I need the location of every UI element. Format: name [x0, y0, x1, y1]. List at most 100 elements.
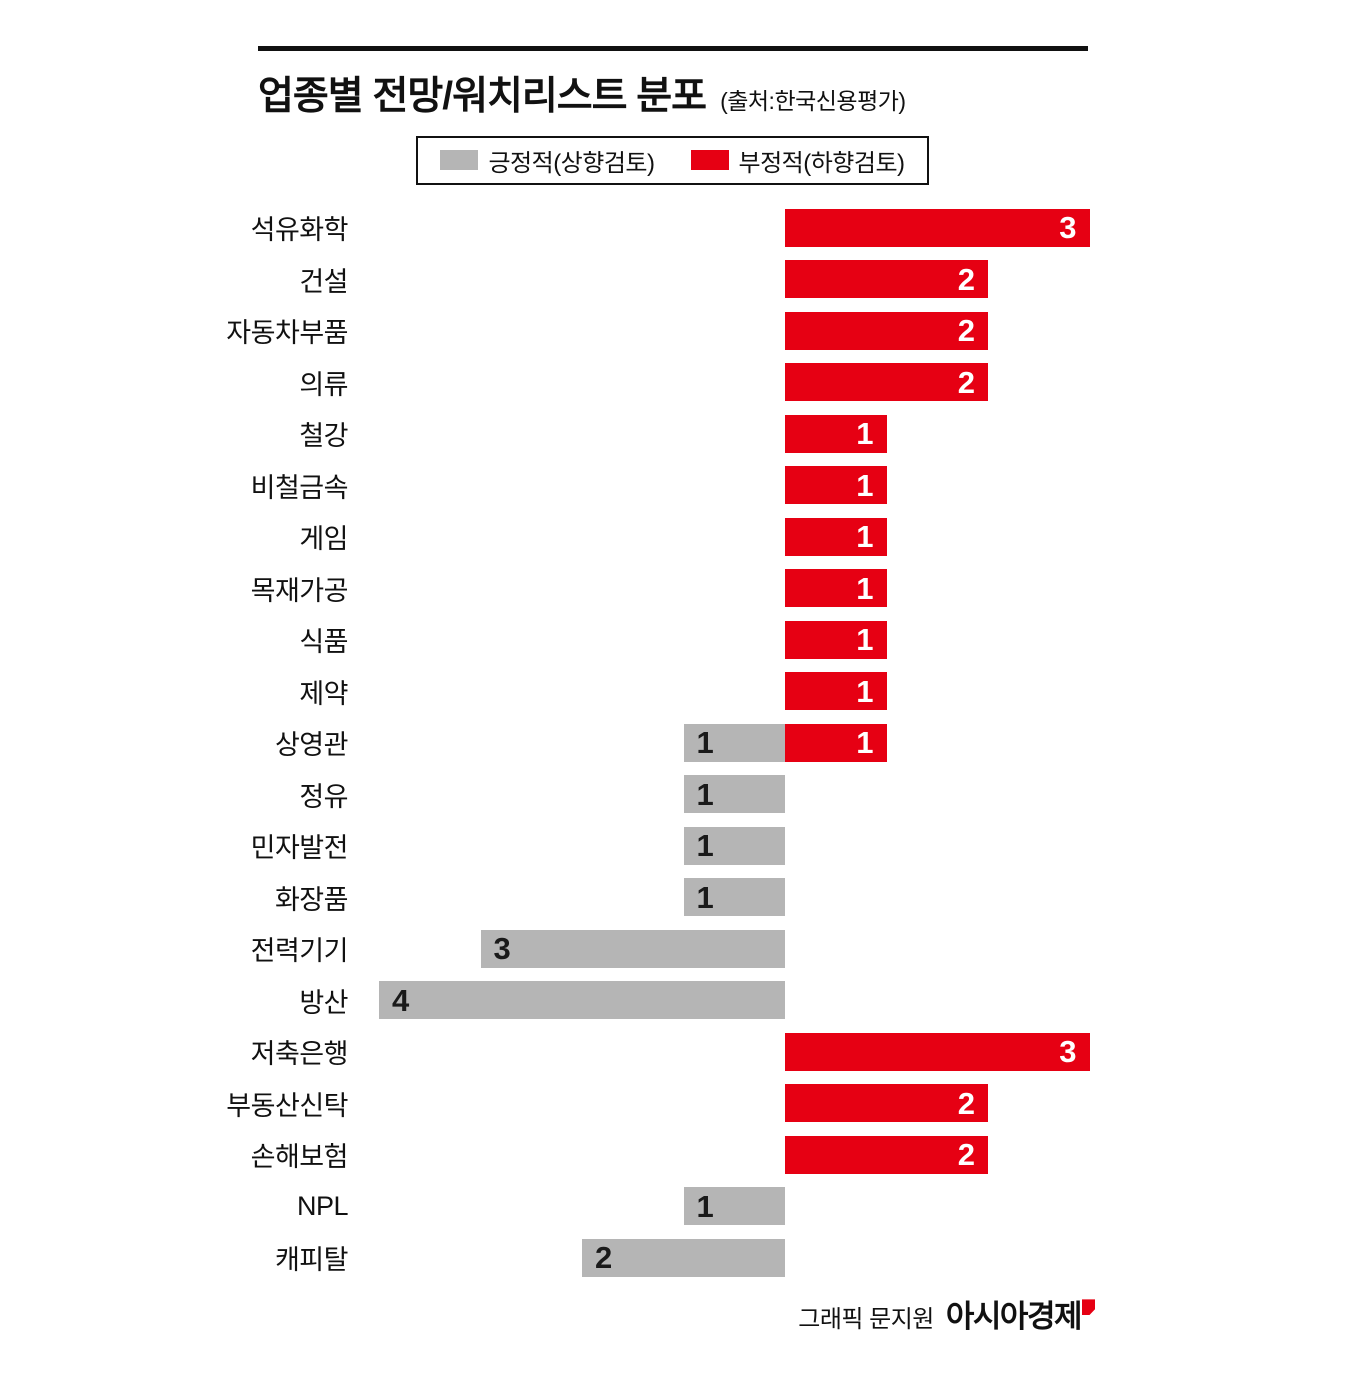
negative-value-label: 2	[957, 1137, 975, 1173]
category-label: 방산	[299, 987, 348, 1018]
legend-label-negative: 부정적(하향검토)	[738, 149, 906, 177]
positive-value-label: 1	[696, 776, 714, 812]
chart-row: 의류 2	[0, 356, 1345, 408]
negative-value-label: 1	[856, 416, 874, 452]
category-label: 건설	[299, 266, 348, 297]
negative-value-label: 1	[856, 519, 874, 555]
negative-value-label: 2	[957, 261, 975, 297]
positive-value-label: 1	[696, 1188, 714, 1224]
negative-value-label: 2	[957, 1085, 975, 1121]
category-label: 상영관	[274, 730, 349, 761]
negative-bar: 1	[785, 517, 887, 556]
chart-row: 건설 2	[0, 253, 1345, 305]
chart-row: 민자발전 1	[0, 820, 1345, 872]
negative-value-label: 3	[1059, 1034, 1077, 1070]
legend: 긍정적(상향검토) 부정적(하향검토)	[416, 135, 929, 185]
chart-row: 부동산신탁 2	[0, 1077, 1345, 1129]
category-label: 제약	[299, 678, 348, 709]
category-label: 저축은행	[250, 1039, 349, 1070]
page-title: 업종별 전망/워치리스트 분포	[258, 75, 707, 118]
chart-row: 전력기기 3	[0, 923, 1345, 975]
positive-bar: 3	[480, 929, 785, 968]
legend-swatch-negative-icon	[690, 150, 729, 171]
negative-value-label: 2	[957, 364, 975, 400]
chart-row: NPL 1	[0, 1180, 1345, 1232]
negative-bar: 2	[785, 1135, 988, 1174]
category-label: 목재가공	[250, 575, 349, 606]
negative-bar: 2	[785, 260, 988, 299]
chart-row: 정유 1	[0, 768, 1345, 820]
positive-value-label: 1	[696, 879, 714, 915]
positive-value-label: 1	[696, 725, 714, 761]
negative-value-label: 1	[856, 725, 874, 761]
positive-bar: 1	[683, 1187, 785, 1226]
chart-row: 상영관 1 1	[0, 717, 1345, 769]
negative-bar: 1	[785, 723, 887, 762]
top-rule	[258, 46, 1088, 51]
infographic-page: 업종별 전망/워치리스트 분포 (출처:한국신용평가) 긍정적(상향검토) 부정…	[0, 46, 1345, 1391]
positive-value-label: 2	[595, 1240, 613, 1276]
category-label: 캐피탈	[274, 1245, 349, 1276]
chart-row: 손해보험 2	[0, 1129, 1345, 1181]
graphic-credit: 그래픽 문지원	[798, 1306, 934, 1334]
category-label: 부동산신탁	[226, 1090, 348, 1121]
category-label: 정유	[299, 781, 348, 812]
category-label: 비철금속	[250, 472, 349, 503]
category-label: 손해보험	[250, 1142, 349, 1173]
negative-bar: 2	[785, 311, 988, 350]
negative-bar: 2	[785, 1084, 988, 1123]
chart-row: 게임 1	[0, 511, 1345, 563]
chart-row: 방산 4	[0, 974, 1345, 1026]
chart-row: 저축은행 3	[0, 1026, 1345, 1078]
footer: 그래픽 문지원 아시아경제	[0, 1291, 1345, 1336]
brand-logo: 아시아경제	[945, 1299, 1083, 1335]
legend-label-positive: 긍정적(상향검토)	[488, 149, 655, 177]
positive-bar: 1	[683, 826, 785, 865]
chart-row: 석유화학 3	[0, 202, 1345, 254]
bar-chart: 석유화학 3 건설 2 자동차부품 2 의류 2 철강 1 비철금속 1 게임 1 목재가공 1 식품 1 제약 1 상…	[0, 202, 1345, 1284]
negative-bar: 1	[785, 620, 887, 659]
negative-bar: 1	[785, 466, 887, 505]
positive-bar: 1	[683, 878, 785, 917]
negative-bar: 1	[785, 569, 887, 608]
positive-bar: 1	[683, 723, 785, 762]
negative-bar: 2	[785, 363, 988, 402]
positive-value-label: 3	[493, 931, 511, 967]
chart-row: 비철금속 1	[0, 459, 1345, 511]
negative-value-label: 3	[1059, 210, 1077, 246]
category-label: 석유화학	[250, 215, 349, 246]
chart-row: 캐피탈 2	[0, 1232, 1345, 1284]
category-label: 게임	[299, 524, 348, 555]
positive-bar: 4	[379, 981, 785, 1020]
negative-bar: 1	[785, 672, 887, 711]
chart-row: 화장품 1	[0, 871, 1345, 923]
brand-mark-icon	[1082, 1299, 1095, 1316]
category-label: 의류	[299, 369, 348, 400]
negative-value-label: 1	[856, 673, 874, 709]
positive-value-label: 4	[392, 982, 410, 1018]
negative-bar: 3	[785, 208, 1090, 247]
category-label: 화장품	[274, 884, 349, 915]
negative-value-label: 1	[856, 467, 874, 503]
chart-row: 목재가공 1	[0, 562, 1345, 614]
chart-row: 제약 1	[0, 665, 1345, 717]
positive-bar: 1	[683, 775, 785, 814]
negative-bar: 3	[785, 1032, 1090, 1071]
chart-row: 자동차부품 2	[0, 305, 1345, 357]
category-label: 철강	[299, 421, 348, 452]
negative-value-label: 1	[856, 570, 874, 606]
category-label: 자동차부품	[226, 318, 348, 349]
chart-row: 철강 1	[0, 408, 1345, 460]
positive-bar: 2	[582, 1238, 785, 1277]
negative-bar: 1	[785, 414, 887, 453]
header: 업종별 전망/워치리스트 분포 (출처:한국신용평가)	[258, 75, 1345, 120]
legend-swatch-positive-icon	[440, 150, 479, 171]
source-note: (출처:한국신용평가)	[720, 88, 906, 114]
category-label: 전력기기	[250, 936, 349, 967]
negative-value-label: 2	[957, 313, 975, 349]
negative-value-label: 1	[856, 622, 874, 658]
category-label: NPL	[296, 1190, 349, 1221]
positive-value-label: 1	[696, 828, 714, 864]
category-label: 식품	[299, 627, 348, 658]
chart-row: 식품 1	[0, 614, 1345, 666]
